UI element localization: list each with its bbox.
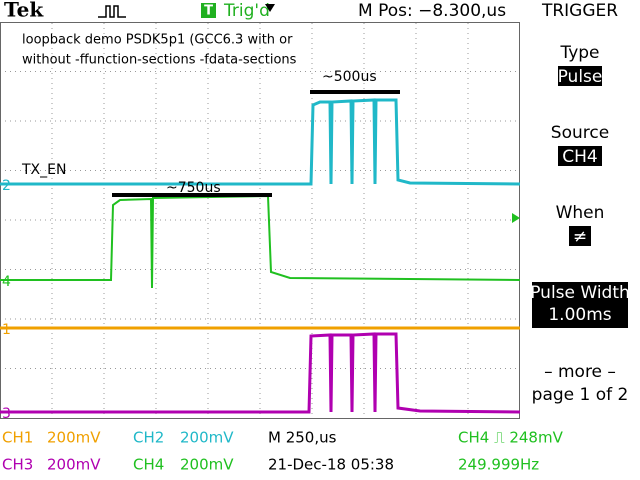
- footer-text: 200mV: [47, 429, 101, 447]
- menu-label[interactable]: Type: [559, 43, 599, 63]
- footer-text: 200mV: [47, 456, 101, 474]
- position: M Pos: −8.300,us: [358, 1, 506, 21]
- menu-title: TRIGGER: [541, 1, 618, 21]
- brand: Tek: [4, 0, 44, 22]
- trigger-level-marker: [512, 213, 520, 223]
- channel-marker: 4: [2, 274, 11, 290]
- footer-text: M 250,us: [268, 429, 337, 447]
- channel-marker: 2: [2, 178, 11, 194]
- channel-marker: 1: [2, 322, 11, 338]
- pulse-icon: [98, 5, 126, 18]
- channel-marker: 3: [2, 406, 11, 422]
- menu-page: page 1 of 2: [532, 385, 629, 405]
- footer-text: 200mV: [180, 429, 234, 447]
- ch4-trace: [0, 194, 521, 289]
- pulse-label: ~500us: [322, 69, 377, 85]
- note-line: without -ffunction-sections -fdata-secti…: [22, 53, 297, 68]
- trigger-icon-box: [201, 3, 216, 18]
- signal-label: TX_EN: [21, 162, 66, 178]
- trigger-status: Trig'd: [223, 1, 270, 21]
- trigger-icon: T: [204, 4, 213, 19]
- trigger-pos-marker: [265, 4, 275, 12]
- screen-border: [0, 22, 520, 419]
- footer: CH1 200mV CH2 200mV M 250,us CH4 ⎍ 248mV CH3 20…: [2, 429, 564, 474]
- footer-text: 249.999Hz: [458, 456, 539, 474]
- ch3-trace: [0, 332, 521, 414]
- graticule: [0, 23, 520, 418]
- menu-label[interactable]: Pulse Width: [530, 283, 630, 303]
- footer-text: 21-Dec-18 05:38: [268, 456, 394, 474]
- note-line: loopback demo PSDK5p1 (GCC6.3 with or: [22, 33, 293, 48]
- footer-text: CH4: [133, 456, 164, 474]
- menu-value-box: [558, 146, 602, 166]
- menu-value[interactable]: ≠: [573, 227, 587, 247]
- footer-text: CH3: [2, 456, 33, 474]
- menu-value[interactable]: Pulse: [558, 67, 603, 87]
- menu-label[interactable]: Source: [551, 123, 609, 143]
- footer-text: CH2: [133, 429, 164, 447]
- menu-value[interactable]: 1.00ms: [548, 305, 611, 325]
- pulse-label: ~750us: [166, 180, 221, 196]
- menu-value-box: [569, 226, 591, 246]
- menu-value-box: [558, 66, 602, 86]
- menu-value[interactable]: CH4: [562, 147, 597, 167]
- footer-text: CH1: [2, 429, 33, 447]
- menu-label[interactable]: When: [556, 203, 605, 223]
- menu-highlight: [532, 282, 628, 328]
- ch2-trace: [0, 98, 521, 186]
- menu-more[interactable]: – more –: [544, 362, 616, 382]
- footer-text: CH4 ⎍ 248mV: [458, 429, 564, 447]
- footer-text: 200mV: [180, 456, 234, 474]
